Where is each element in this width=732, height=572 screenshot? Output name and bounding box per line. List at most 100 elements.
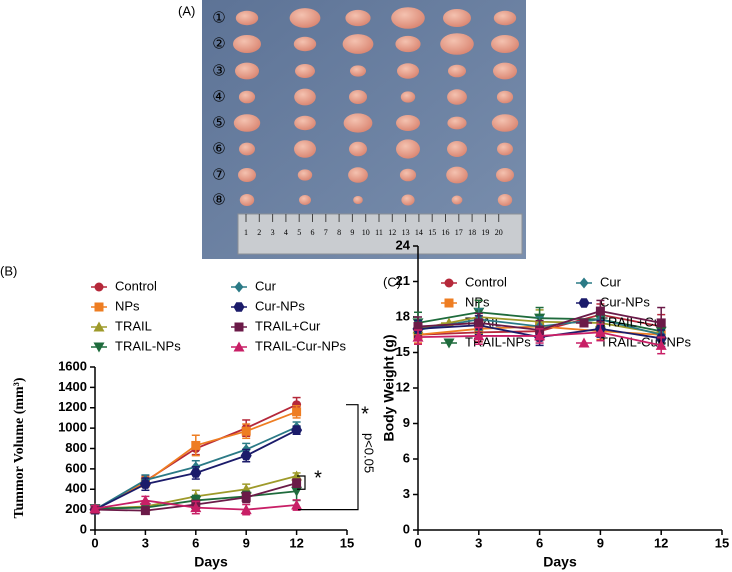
legend-label: Cur <box>600 274 622 289</box>
row-label: ③ <box>212 62 225 80</box>
tumor <box>342 34 374 54</box>
marker <box>190 468 202 478</box>
tumor <box>496 90 514 104</box>
tumor <box>447 141 467 157</box>
tumor <box>446 166 468 184</box>
marker <box>473 330 485 341</box>
ruler-label: 19 <box>481 228 489 237</box>
y-tick-label: 15 <box>396 344 410 359</box>
panel-label: (A) <box>178 3 195 18</box>
tumor <box>233 35 261 53</box>
x-tick-label: 0 <box>414 535 421 550</box>
marker <box>94 282 104 292</box>
marker <box>655 339 667 350</box>
tumor <box>238 90 256 104</box>
x-axis-title: Days <box>194 554 228 570</box>
legend-label: Cur-NPs <box>600 294 650 309</box>
marker <box>93 342 105 353</box>
tumor <box>401 194 415 206</box>
marker <box>578 337 590 348</box>
tumor <box>448 64 466 78</box>
y-tick-label: 1000 <box>58 420 87 435</box>
tumor <box>497 142 513 156</box>
ruler-label: 1 <box>244 228 248 237</box>
marker <box>474 318 484 328</box>
ruler-label: 13 <box>402 228 410 237</box>
marker <box>190 502 202 513</box>
annotation: * <box>361 403 369 425</box>
tumor <box>493 62 517 80</box>
legend-label: NPs <box>115 298 140 313</box>
ruler-label: 17 <box>455 228 463 237</box>
legend-label: Control <box>465 274 507 289</box>
marker <box>444 278 454 288</box>
marker <box>240 450 252 461</box>
tumor <box>343 113 373 133</box>
ruler-label: 7 <box>324 228 328 237</box>
tumor <box>297 169 313 181</box>
ruler-label: 9 <box>350 228 354 237</box>
marker <box>241 492 251 502</box>
row-label: ② <box>212 35 225 53</box>
ruler-label: 16 <box>442 228 450 237</box>
annotation: p<0.05 <box>362 433 377 473</box>
y-tick-label: 1200 <box>58 399 87 414</box>
y-tick-label: 9 <box>403 415 410 430</box>
x-tick-label: 15 <box>715 535 729 550</box>
x-tick-label: 15 <box>340 535 354 550</box>
marker <box>579 277 589 289</box>
chart: (C) 0 3 6 9 12 15 18 21 24 0 3 6 9 12 15 Days Body Weight… <box>381 237 730 569</box>
ruler-label: 12 <box>388 228 396 237</box>
legend-label: NPs <box>465 294 490 309</box>
y-tick-label: 0 <box>403 521 410 536</box>
marker <box>94 302 104 312</box>
tumor <box>295 64 315 78</box>
legend-label: TRAIL-Cur-NPs <box>255 338 347 353</box>
x-tick-label: 9 <box>597 535 604 550</box>
tumor <box>238 168 256 182</box>
tumor <box>350 65 366 77</box>
panel-label: (B) <box>0 263 17 278</box>
x-tick-label: 12 <box>289 535 303 550</box>
legend-label: Cur-NPs <box>255 298 305 313</box>
tumor <box>397 63 419 79</box>
legend-label: TRAIL+Cur <box>600 314 666 329</box>
legend-label: TRAIL <box>115 318 152 333</box>
tumor <box>497 194 513 206</box>
tumor <box>496 168 514 182</box>
marker <box>241 426 251 436</box>
tumor <box>348 167 368 183</box>
x-tick-label: 9 <box>243 535 250 550</box>
x-tick-label: 6 <box>192 535 199 550</box>
tumor <box>400 91 416 103</box>
marker <box>292 478 302 488</box>
x-axis-title: Days <box>543 554 577 570</box>
y-tick-label: 400 <box>65 481 87 496</box>
ruler-label: 8 <box>337 228 341 237</box>
ruler-label: 5 <box>297 228 301 237</box>
tumor <box>349 141 367 157</box>
legend-label: TRAIL-NPs <box>115 338 181 353</box>
legend-label: Control <box>115 278 157 293</box>
ruler-label: 18 <box>468 228 476 237</box>
marker <box>292 400 302 410</box>
tumor <box>396 115 420 131</box>
marker <box>656 318 666 328</box>
tumor <box>349 90 367 104</box>
y-tick-label: 24 <box>396 237 411 252</box>
tumor <box>239 142 255 156</box>
marker <box>233 302 245 312</box>
ruler <box>237 213 523 255</box>
tumor <box>289 8 321 28</box>
ruler-label: 4 <box>284 228 288 237</box>
ruler-label: 2 <box>257 228 261 237</box>
legend-label: TRAIL+Cur <box>255 318 321 333</box>
tumor <box>447 116 467 130</box>
tumor <box>395 35 421 53</box>
ruler-label: 6 <box>311 228 315 237</box>
y-tick-label: 18 <box>396 308 410 323</box>
y-tick-label: 12 <box>396 379 410 394</box>
tumor <box>235 62 259 80</box>
x-tick-label: 6 <box>536 535 543 550</box>
